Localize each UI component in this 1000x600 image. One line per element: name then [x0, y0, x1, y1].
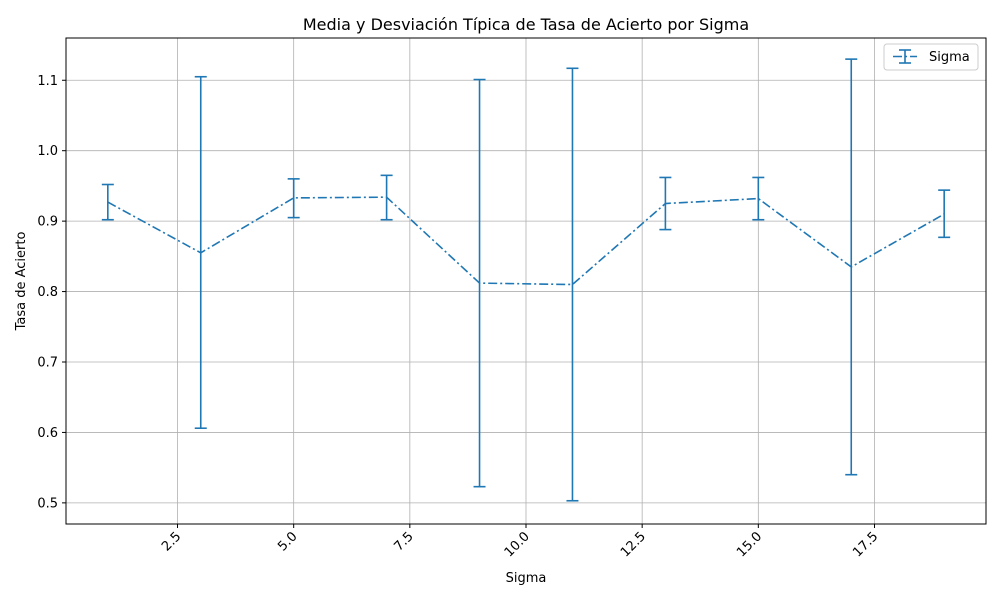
- y-tick-label: 1.0: [37, 144, 58, 159]
- error-bar: [287, 178, 300, 219]
- series-line: [107, 196, 945, 286]
- y-tick-label: 0.8: [37, 285, 58, 300]
- error-bar: [938, 189, 951, 239]
- error-bar: [473, 78, 486, 488]
- plot-data: [101, 58, 951, 502]
- error-bar: [101, 183, 114, 221]
- legend-swatch: [893, 49, 917, 64]
- error-bar: [380, 174, 393, 221]
- y-tick-label: 0.7: [37, 356, 58, 371]
- error-bar: [752, 176, 765, 221]
- legend-label: Sigma: [929, 50, 970, 65]
- x-axis-label: Sigma: [506, 571, 547, 586]
- error-bar: [566, 67, 579, 502]
- y-tick-label: 1.1: [37, 74, 58, 89]
- y-tick-label: 0.5: [37, 496, 58, 511]
- legend: Sigma: [883, 43, 979, 71]
- y-tick-label: 0.6: [37, 426, 58, 441]
- error-bar: [845, 58, 858, 476]
- y-axis-label: Tasa de Acierto: [14, 232, 29, 332]
- grid: [66, 38, 986, 524]
- error-bar: [659, 176, 672, 231]
- chart-title: Media y Desviación Típica de Tasa de Aci…: [303, 15, 749, 34]
- error-bar: [194, 75, 207, 430]
- y-tick-label: 0.9: [37, 215, 58, 230]
